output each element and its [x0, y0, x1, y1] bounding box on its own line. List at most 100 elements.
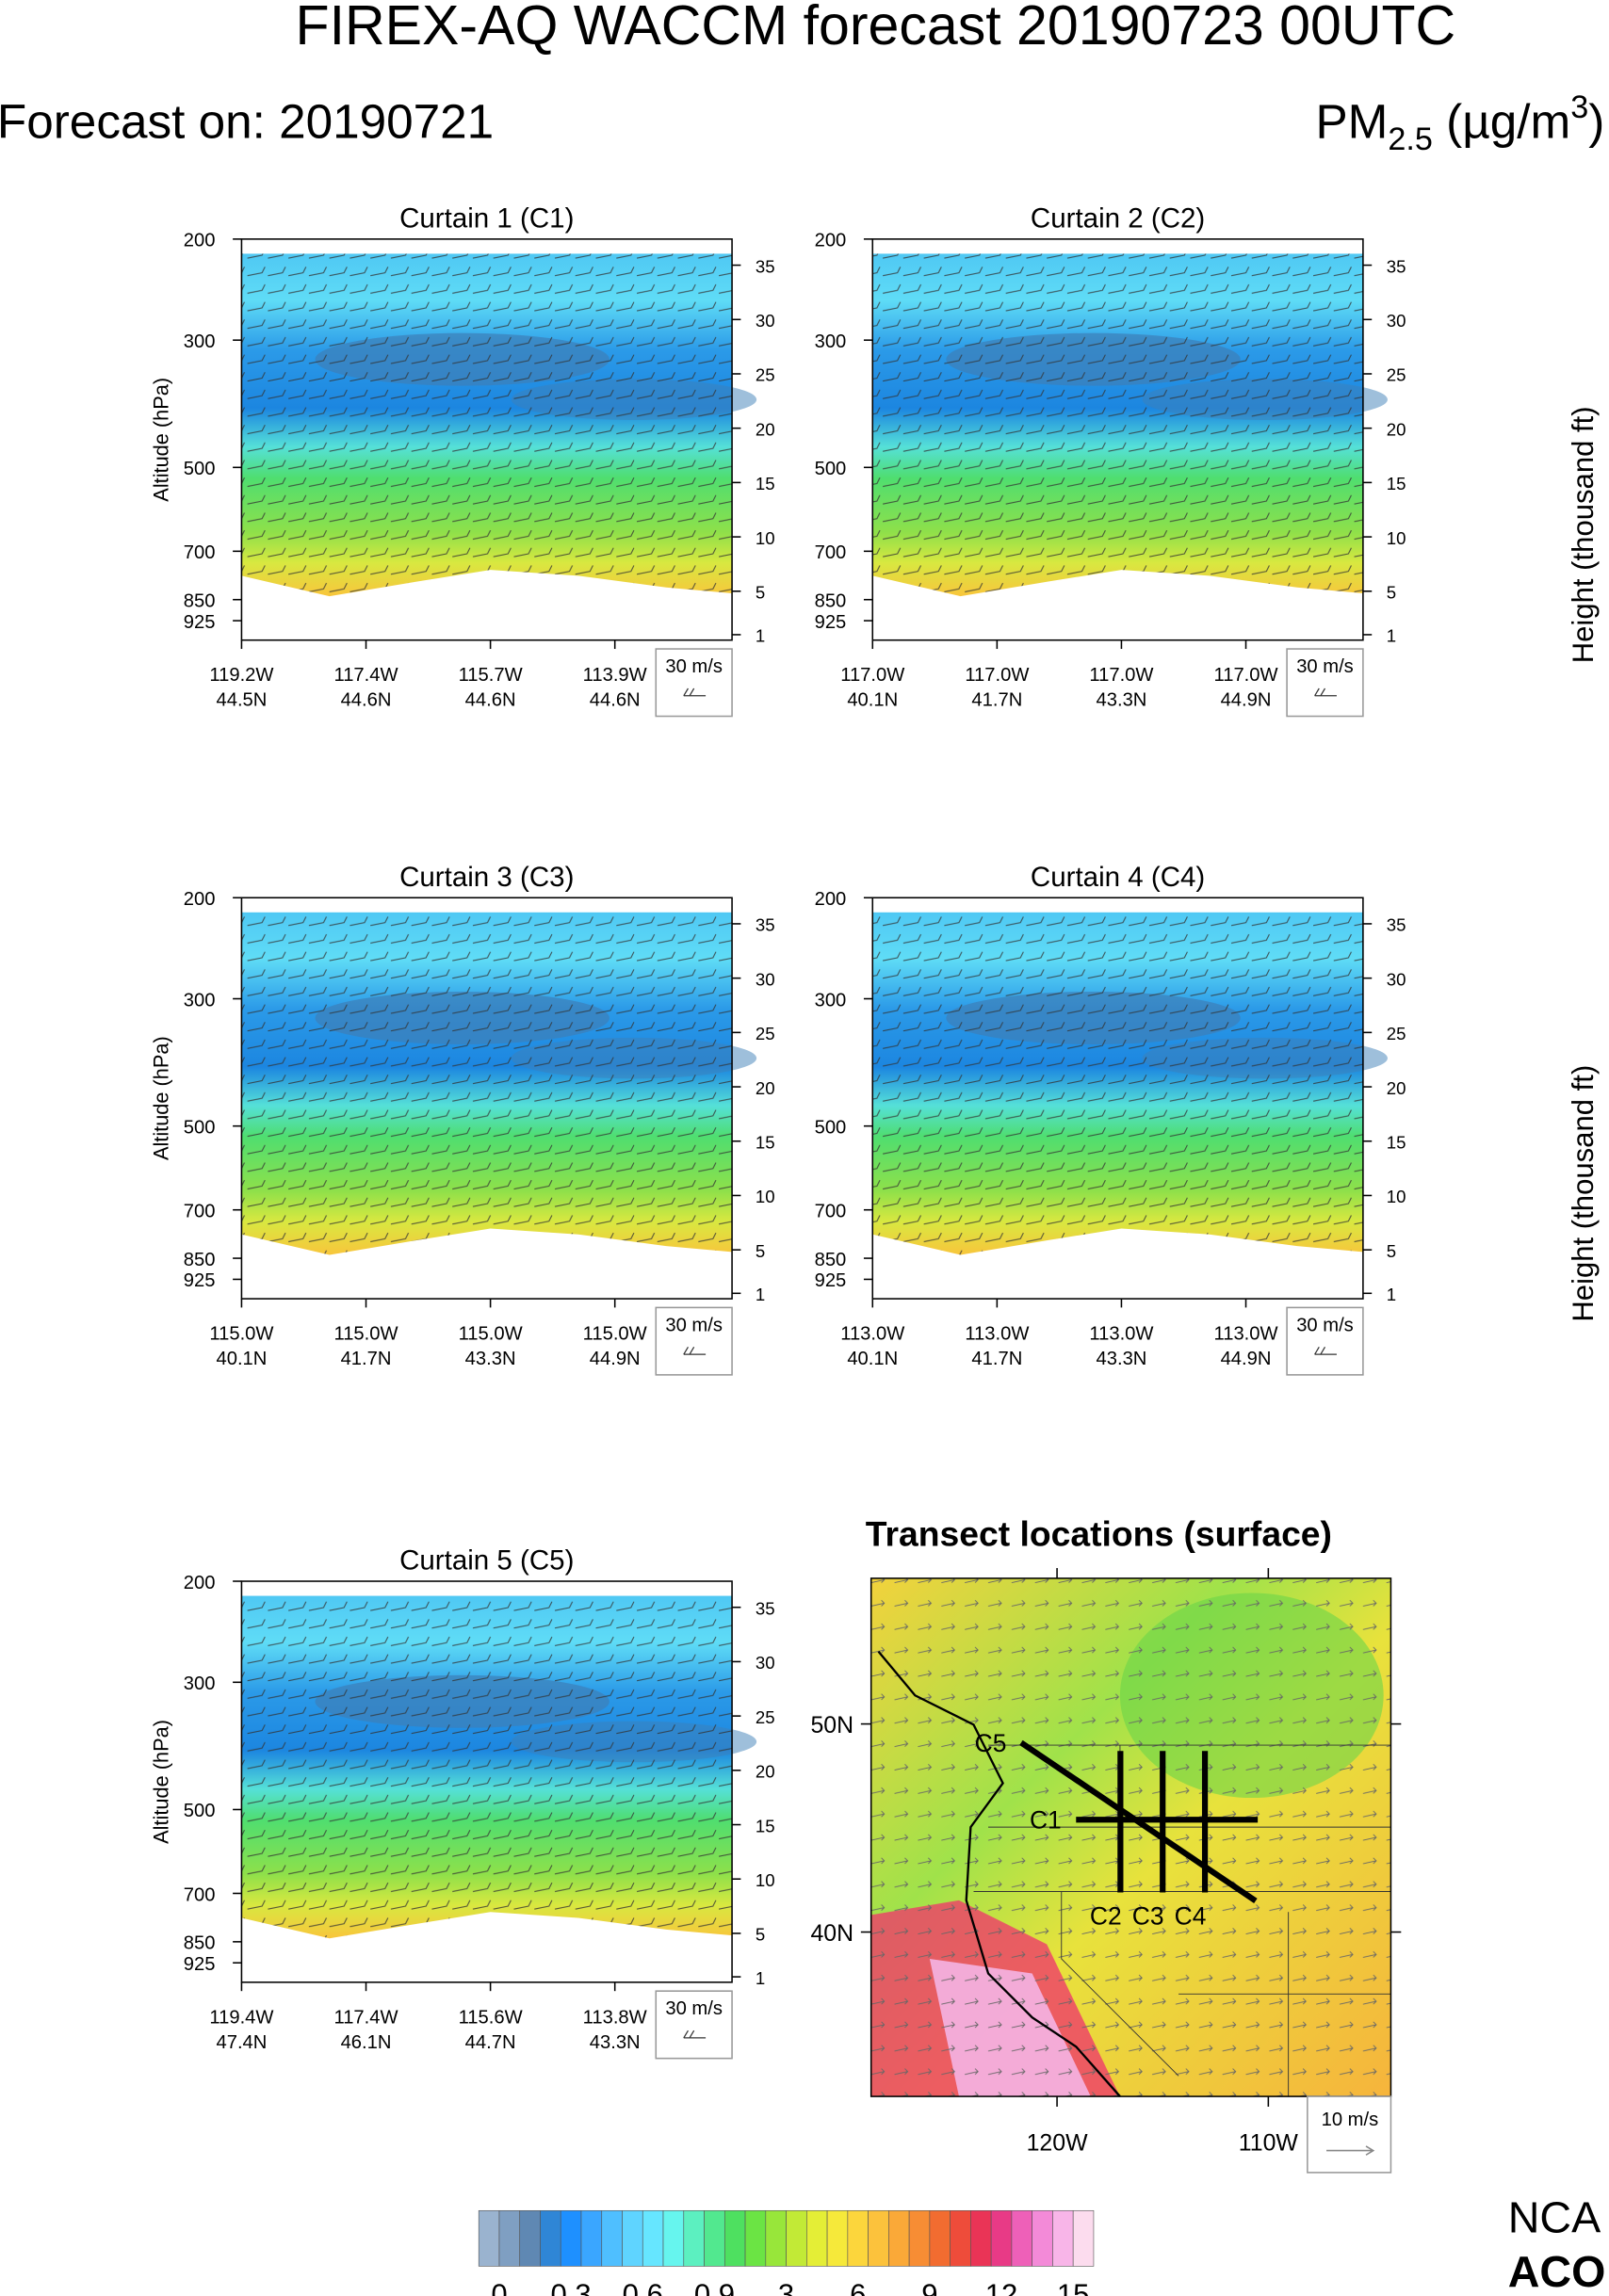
y-tick-label: 700	[815, 1201, 847, 1221]
x-tick-label: 40.1N	[847, 1349, 898, 1369]
y-tick-label: 200	[184, 1573, 216, 1593]
y-tick-label: 200	[815, 231, 847, 251]
title: FIREX-AQ WACCM forecast 20190723 00UTC	[296, 0, 1456, 57]
colorbar-label: 0.3	[551, 2278, 592, 2296]
x-tick-label: 115.0W	[459, 1324, 523, 1345]
y-tick-label: 925	[184, 1954, 216, 1975]
y2-tick-label: 20	[756, 1762, 775, 1782]
x-tick-label: 117.0W	[1213, 665, 1277, 686]
barb-key	[655, 1306, 733, 1376]
colorbar-box	[1032, 2209, 1053, 2267]
y-axis-label: Altitude (hPa)	[150, 1036, 173, 1160]
y-tick-label: 850	[184, 590, 216, 611]
x-tick-label: 113.0W	[1089, 1324, 1153, 1345]
colorbar-box	[662, 2209, 685, 2267]
x-tick-label: 41.7N	[971, 690, 1022, 711]
x-tick-label: 117.0W	[965, 665, 1029, 686]
transect	[1019, 1739, 1258, 1903]
plot-frame	[871, 897, 1364, 1300]
y2-tick-label: 10	[756, 1870, 775, 1890]
panel-title: Curtain 3 (C3)	[399, 862, 574, 893]
wind-barbs	[241, 912, 733, 1255]
y-tick-label: 200	[815, 889, 847, 910]
wind-barbs	[872, 253, 1363, 597]
colorbar-box	[560, 2209, 582, 2267]
transect-label: C3	[1132, 1902, 1164, 1931]
y-tick-label: 300	[815, 331, 847, 352]
colorbar-box	[786, 2209, 807, 2267]
x-tick-label: 40.1N	[847, 690, 898, 711]
y2-tick-label: 30	[756, 1653, 775, 1673]
x-tick-label: 44.6N	[341, 690, 392, 711]
y-tick-label: 50N	[810, 1712, 853, 1738]
plot-frame	[240, 1580, 733, 1983]
x-tick-label: 41.7N	[341, 1349, 392, 1369]
y2-tick-label: 25	[756, 1707, 775, 1727]
y2-tick-label: 30	[1387, 969, 1406, 989]
x-tick-label: 115.0W	[583, 1324, 647, 1345]
barb-key-label: 30 m/s	[1296, 656, 1354, 677]
colorbar-box	[622, 2209, 643, 2267]
y2-tick-label: 5	[756, 583, 765, 603]
y2-tick-label: 35	[1387, 256, 1406, 276]
terrain	[241, 1912, 733, 1982]
colorbar-label: 0.6	[623, 2278, 663, 2296]
y-tick-label: 200	[184, 889, 216, 910]
right-axis-label: Height (thousand ft)	[1567, 406, 1600, 663]
barb-key-mark	[1314, 1347, 1337, 1355]
y2-tick-label: 1	[756, 1968, 765, 1988]
y2-tick-label: 25	[1387, 1024, 1406, 1043]
terrain	[872, 1228, 1363, 1300]
y2-tick-label: 15	[756, 1816, 775, 1835]
colorbar-box	[1072, 2209, 1095, 2267]
y2-tick-label: 30	[1387, 311, 1406, 331]
barb-key-mark	[683, 2029, 707, 2039]
vector-key-mark	[1326, 2145, 1375, 2156]
y-tick-label: 925	[815, 1270, 847, 1291]
x-tick-label: 119.4W	[209, 2007, 273, 2028]
x-tick-label: 47.4N	[216, 2032, 267, 2053]
y-tick-label: 925	[815, 612, 847, 633]
barb-key	[655, 1990, 733, 2060]
y-tick-label: 850	[184, 1933, 216, 1954]
y2-tick-label: 35	[1387, 915, 1406, 935]
x-tick-label: 43.3N	[1097, 1349, 1147, 1369]
colorbar-box	[601, 2209, 623, 2267]
colorbar-box	[478, 2209, 500, 2267]
barb-key-mark	[683, 687, 707, 697]
x-tick-label: 40.1N	[216, 1349, 267, 1369]
y2-tick-label: 25	[756, 1024, 775, 1043]
x-tick-label: 117.4W	[333, 2007, 398, 2028]
x-tick-label: 113.0W	[840, 1324, 904, 1345]
y2-tick-label: 5	[1387, 1241, 1396, 1261]
x-tick-label: 110W	[1239, 2130, 1299, 2157]
transect-label: C4	[1175, 1902, 1207, 1931]
colorbar-box	[868, 2209, 889, 2267]
y-tick-label: 700	[184, 1884, 216, 1905]
x-tick-label: 115.7W	[459, 665, 523, 686]
y-axis-label: Altitude (hPa)	[150, 378, 173, 502]
y-tick-label: 500	[184, 1117, 216, 1138]
y2-tick-label: 35	[756, 1598, 775, 1618]
colorbar-box	[929, 2209, 951, 2267]
colorbar-label: 3	[778, 2278, 794, 2296]
panel-title: Curtain 2 (C2)	[1031, 202, 1205, 234]
wind-vectors	[870, 1577, 1391, 2097]
x-tick-label: 113.9W	[583, 665, 647, 686]
y-tick-label: 500	[815, 459, 847, 479]
y-tick-label: 300	[184, 331, 216, 352]
colorbar-box	[970, 2209, 992, 2267]
logo: ACO	[1508, 2247, 1606, 2296]
x-tick-label: 44.6N	[465, 690, 516, 711]
y-tick-label: 300	[184, 1673, 216, 1694]
colorbar-box	[1052, 2209, 1074, 2267]
colorbar-box	[765, 2209, 787, 2267]
x-tick-label: 43.3N	[590, 2032, 641, 2053]
colorbar-box	[744, 2209, 767, 2267]
colorbar-box	[723, 2209, 746, 2267]
map-title: Transect locations (surface)	[866, 1514, 1332, 1554]
x-tick-label: 44.9N	[590, 1349, 641, 1369]
barb-key-label: 30 m/s	[665, 1315, 723, 1335]
colorbar-label: 0	[491, 2278, 507, 2296]
y2-tick-label: 1	[756, 1285, 765, 1304]
